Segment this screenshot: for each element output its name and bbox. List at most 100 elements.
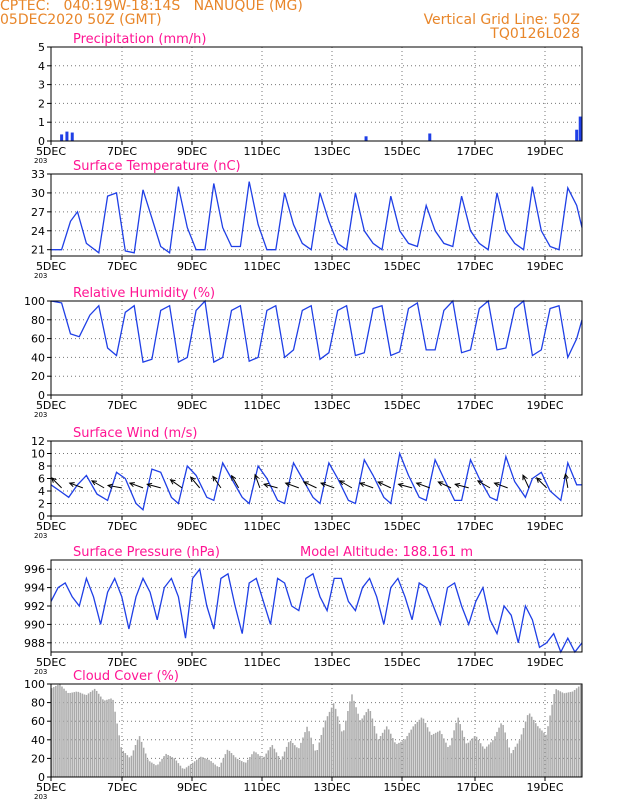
cloud-bar — [104, 700, 106, 777]
wind-arrow — [129, 482, 144, 489]
y-tick-label: 40 — [31, 734, 45, 747]
wind-arrow — [91, 480, 105, 489]
header-datetime: 05DEC2020 50Z (GMT) — [0, 12, 162, 28]
cloud-bar — [140, 741, 143, 777]
cloud-bar — [200, 756, 202, 777]
cloud-bar — [353, 700, 355, 777]
cloud-bar — [87, 693, 90, 777]
x-cut-label: 203 — [34, 411, 47, 419]
y-tick-label: 40 — [31, 351, 45, 364]
x-tick-label: 7DEC — [107, 260, 137, 273]
cloud-bar — [424, 722, 427, 777]
cloud-bar — [336, 716, 339, 777]
x-tick-label: 13DEC — [313, 520, 350, 533]
x-tick-label: 7DEC — [107, 781, 137, 794]
y-tick-label: 3 — [38, 79, 45, 92]
cloud-bar — [326, 716, 329, 777]
wind-arrow — [147, 483, 161, 489]
cloud-bar — [240, 761, 243, 777]
wind-arrow — [522, 474, 530, 489]
x-tick-label: 9DEC — [177, 399, 207, 412]
cloud-bar — [285, 746, 288, 777]
cloud-bar — [365, 712, 368, 777]
cloud-bar — [357, 713, 359, 777]
cloud-bar — [322, 727, 325, 777]
cloud-bar — [216, 766, 218, 777]
wind-arrow — [212, 476, 222, 489]
cloud-bar — [196, 759, 198, 777]
wind-arrow-head — [169, 479, 176, 485]
header-station: CPTEC: 040:19W-18:14S NANUQUE (MG) — [0, 0, 303, 14]
wind-arrow — [494, 482, 508, 489]
wind-arrow-head — [146, 482, 153, 488]
cloud-bar — [516, 743, 519, 777]
x-tick-label: 7DEC — [107, 656, 137, 669]
wind-arrow — [190, 476, 201, 489]
cloud-bar — [296, 747, 298, 777]
cloud-bar — [459, 724, 461, 777]
wind-arrow-head — [68, 482, 75, 488]
x-tick-label: 11DEC — [243, 260, 280, 273]
cloud-bar — [310, 737, 312, 777]
wind-arrow — [69, 482, 84, 489]
cloud-bar — [183, 768, 186, 777]
cloud-bar — [396, 743, 398, 777]
precip-bar — [364, 136, 368, 141]
cloud-bar — [120, 747, 122, 777]
wind-arrow-head — [454, 482, 461, 488]
cloud-bar — [502, 724, 504, 777]
wind-arrow — [107, 484, 122, 489]
cloud-bar — [328, 711, 331, 777]
cloud-bar — [381, 732, 384, 777]
cloud-bar — [412, 726, 415, 777]
wind-arrow-head — [319, 482, 327, 488]
cloud-bar — [112, 699, 114, 777]
cloud-bar — [571, 691, 574, 777]
cloud-bar — [124, 753, 127, 777]
wind-arrow — [51, 477, 62, 489]
cloud-bar — [512, 749, 515, 777]
cloud-bar — [102, 699, 104, 777]
y-tick-label: 0 — [38, 771, 45, 784]
cloud-bar — [146, 759, 149, 777]
cloud-bar — [151, 762, 153, 777]
cloud-bar — [338, 723, 341, 777]
cloud-bar — [447, 746, 449, 777]
wind-arrow-head — [189, 476, 196, 483]
cloud-bar — [251, 754, 253, 777]
y-tick-label: 4 — [38, 485, 45, 498]
cloud-bar — [306, 726, 308, 777]
cloud-bar — [441, 734, 443, 777]
cloud-bar — [535, 723, 537, 777]
x-tick-label: 9DEC — [177, 656, 207, 669]
cloud-bar — [408, 732, 410, 777]
y-tick-label: 6 — [38, 473, 45, 486]
cloud-bar — [373, 726, 376, 777]
precip-bar — [70, 132, 74, 141]
y-tick-label: 60 — [31, 715, 45, 728]
y-tick-label: 24 — [31, 225, 45, 238]
cloud-bar — [55, 685, 57, 777]
y-tick-label: 10 — [31, 448, 45, 461]
cloud-bar — [138, 736, 141, 777]
cloud-bar — [283, 751, 286, 777]
cloud-bar — [492, 740, 494, 777]
y-tick-label: 990 — [24, 618, 45, 631]
cloud-bar — [473, 736, 476, 777]
cloud-bar — [71, 692, 73, 777]
wind-arrow-head — [50, 477, 57, 483]
cloud-bar — [242, 762, 245, 777]
cloud-bar — [320, 734, 323, 777]
cloud-bar — [514, 746, 517, 777]
y-tick-label: 5 — [38, 41, 45, 54]
cloud-bar — [77, 691, 80, 777]
x-tick-label: 5DEC — [36, 781, 66, 794]
cloud-bar — [100, 696, 102, 777]
series-line — [51, 181, 583, 254]
wind-arrow — [477, 480, 491, 489]
cloud-bar — [345, 720, 347, 777]
wind-arrow-head — [563, 472, 569, 480]
cloud-bar — [175, 760, 178, 777]
x-tick-label: 9DEC — [177, 260, 207, 273]
cloud-bar — [477, 739, 480, 777]
